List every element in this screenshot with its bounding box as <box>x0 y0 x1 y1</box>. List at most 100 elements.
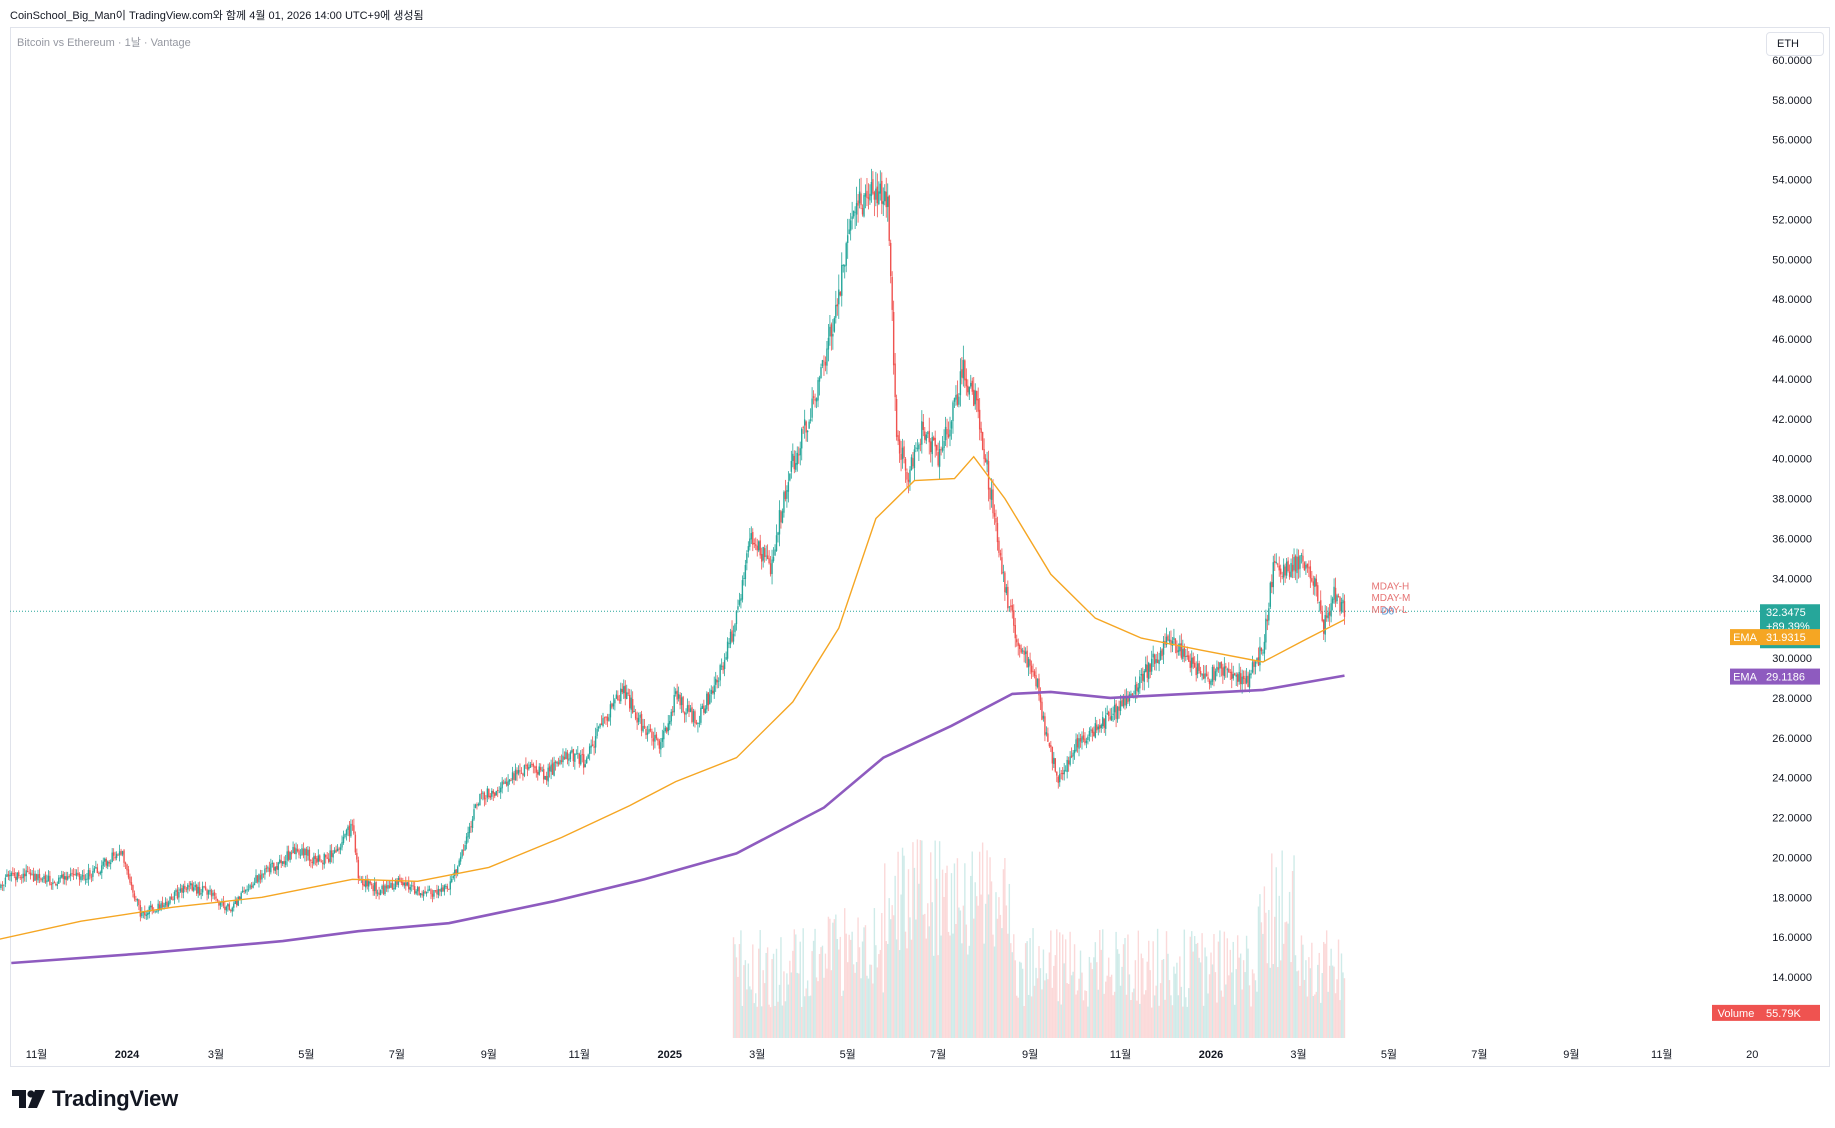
candle-body <box>750 533 753 540</box>
candle-body <box>258 874 260 883</box>
candle-body <box>918 444 920 450</box>
volume-bar <box>1323 941 1325 1038</box>
candle-body <box>431 893 434 897</box>
candle-body <box>46 880 48 882</box>
volume-bar <box>836 938 839 1038</box>
candle-body <box>971 380 973 392</box>
volume-bar <box>1051 987 1054 1038</box>
tradingview-logo[interactable]: TradingView <box>12 1086 178 1112</box>
candle-body <box>1017 642 1019 646</box>
chart-header: CoinSchool_Big_Man이 TradingView.com와 함께 … <box>10 10 424 22</box>
candle-body <box>1268 608 1270 621</box>
candle-body <box>15 876 17 881</box>
candle-body <box>1222 667 1224 676</box>
candle-body <box>854 211 856 213</box>
volume-bar <box>1198 957 1200 1038</box>
candle-body <box>139 905 142 917</box>
candle-body <box>746 553 748 564</box>
candle-body <box>508 779 511 782</box>
candle-body <box>1287 560 1289 571</box>
candle-body <box>528 767 530 770</box>
candle-body <box>1312 581 1315 586</box>
candle-body <box>695 722 698 724</box>
candle-body <box>10 872 13 877</box>
volume-bar <box>909 917 911 1038</box>
candle-body <box>912 458 914 467</box>
candle-body <box>964 360 966 381</box>
candle-body <box>683 712 686 715</box>
candle-body <box>454 869 456 876</box>
candle-body <box>308 849 311 861</box>
candle-body <box>117 854 119 856</box>
candle-body <box>1081 736 1083 743</box>
volume-bar <box>1248 985 1251 1038</box>
volume-bar <box>768 1004 770 1038</box>
candle-body <box>436 890 438 895</box>
axis-tag-name: Volume <box>1718 1008 1755 1020</box>
ticker-button[interactable]: ETH <box>1766 32 1824 56</box>
candle-body <box>863 195 865 217</box>
volume-bar <box>1245 935 1248 1038</box>
candle-body <box>104 858 106 862</box>
volume-bar <box>766 947 769 1038</box>
candle-body <box>715 678 717 685</box>
volume-bar <box>971 851 973 1038</box>
volume-bar <box>885 941 887 1038</box>
candle-body <box>440 887 443 893</box>
candle-body <box>1057 776 1059 783</box>
volume-bar <box>1229 949 1231 1038</box>
volume-bar <box>1260 922 1263 1038</box>
candle-body <box>108 861 110 864</box>
candle-body <box>228 904 231 910</box>
volume-bar <box>1291 870 1294 1038</box>
candle-body <box>1309 566 1312 579</box>
candle-body <box>293 847 296 854</box>
candle-body <box>335 849 337 852</box>
volume-bar <box>944 872 947 1038</box>
volume-bar <box>949 935 951 1038</box>
candle-body <box>744 564 747 579</box>
candle-body <box>703 705 705 713</box>
candle-body <box>673 694 675 713</box>
volume-bar <box>870 964 873 1038</box>
candle-body <box>127 869 130 878</box>
volume-bar <box>1253 973 1255 1038</box>
candle-body <box>873 192 876 200</box>
candle-body <box>350 823 352 837</box>
candle-body <box>9 875 11 877</box>
candle-body <box>376 892 379 894</box>
volume-bar <box>1019 961 1021 1038</box>
candle-body <box>790 460 793 472</box>
candle-body <box>640 714 643 731</box>
volume-bar <box>1256 991 1258 1038</box>
candle-body <box>1228 668 1230 673</box>
x-tick-label: 11월 <box>26 1048 48 1061</box>
volume-bar <box>1042 949 1045 1038</box>
candle-body <box>913 449 916 468</box>
candle-body <box>1082 735 1085 740</box>
volume-bar <box>787 984 790 1038</box>
y-tick-label: 52.0000 <box>1772 214 1812 226</box>
candle-body <box>587 754 589 759</box>
candle-body <box>1016 639 1018 643</box>
volume-bar <box>956 858 959 1038</box>
candle-body <box>89 870 91 877</box>
candle-body <box>372 885 374 892</box>
candle-body <box>13 872 15 876</box>
volume-bar <box>789 960 791 1038</box>
candle-body <box>792 453 794 461</box>
candle-body <box>227 903 229 907</box>
volume-bar <box>1030 996 1033 1038</box>
y-tick-label: 34.0000 <box>1772 573 1812 585</box>
candle-body <box>772 556 775 561</box>
candle-body <box>876 186 879 204</box>
candle-body <box>190 883 192 886</box>
candle-body <box>29 872 32 876</box>
candle-body <box>452 876 454 878</box>
candle-body <box>1297 556 1300 570</box>
candle-body <box>1188 655 1190 662</box>
candle-body <box>938 448 941 467</box>
candle-body <box>759 540 761 556</box>
